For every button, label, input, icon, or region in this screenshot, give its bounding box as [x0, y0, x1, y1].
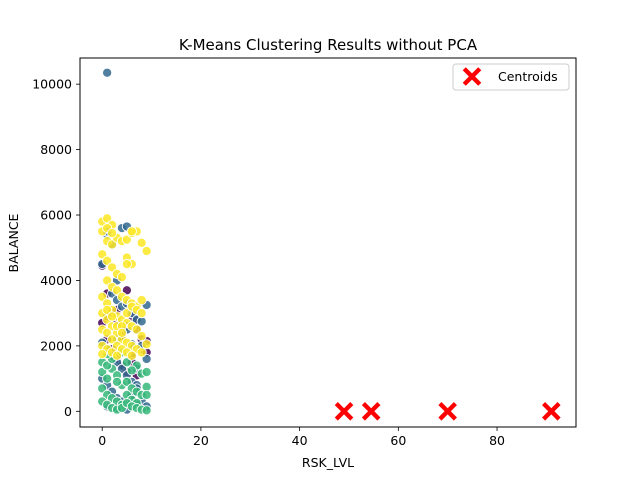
x-axis-title: RSK_LVL — [302, 455, 354, 470]
centroid-marker — [334, 402, 354, 421]
data-point — [102, 67, 113, 78]
x-tick-label: 60 — [390, 433, 406, 448]
plot-area-frame — [79, 57, 577, 428]
x-tick-label: 0 — [98, 433, 106, 448]
data-point — [136, 295, 147, 306]
data-point — [116, 327, 127, 338]
data-point — [126, 365, 137, 376]
legend-label-centroids: Centroids — [498, 69, 558, 84]
data-point — [136, 347, 147, 358]
y-tick-label: 2000 — [40, 338, 72, 353]
data-point — [126, 350, 137, 361]
data-points — [97, 67, 152, 416]
x-tick-label: 80 — [489, 433, 505, 448]
data-point — [107, 227, 118, 239]
y-tick-label: 6000 — [40, 208, 72, 223]
x-tick-label: 40 — [292, 433, 308, 448]
data-point — [141, 389, 152, 400]
y-tick-label: 10000 — [32, 77, 72, 92]
data-point — [141, 339, 152, 350]
legend: Centroids — [452, 63, 570, 91]
data-point — [111, 376, 123, 387]
y-axis-title: BALANCE — [6, 213, 21, 272]
centroid-marker — [542, 402, 561, 421]
y-axis: 0 2000 4000 6000 8000 10000 — [32, 77, 80, 419]
data-point — [136, 237, 147, 248]
y-tick-label: 4000 — [40, 273, 72, 288]
data-point — [141, 245, 152, 257]
y-tick-label: 8000 — [40, 142, 72, 157]
centroid-marker — [438, 402, 457, 421]
x-tick-label: 20 — [193, 433, 209, 448]
data-point — [136, 331, 147, 342]
legend-box — [452, 63, 570, 91]
data-point — [97, 348, 108, 360]
data-point — [116, 272, 127, 283]
data-point — [126, 226, 137, 237]
data-point — [107, 311, 118, 322]
chart-title: K-Means Clustering Results without PCA — [179, 36, 478, 54]
data-point — [141, 405, 152, 416]
x-axis: 0 20 40 60 80 — [98, 427, 505, 448]
data-point — [121, 259, 132, 270]
legend-centroid-marker — [462, 67, 482, 86]
data-point — [111, 350, 123, 361]
centroid-markers — [334, 402, 561, 421]
data-point — [102, 373, 113, 384]
y-tick-label: 0 — [64, 404, 72, 419]
data-point — [136, 308, 147, 319]
centroid-marker — [361, 402, 381, 421]
data-point — [141, 366, 152, 378]
